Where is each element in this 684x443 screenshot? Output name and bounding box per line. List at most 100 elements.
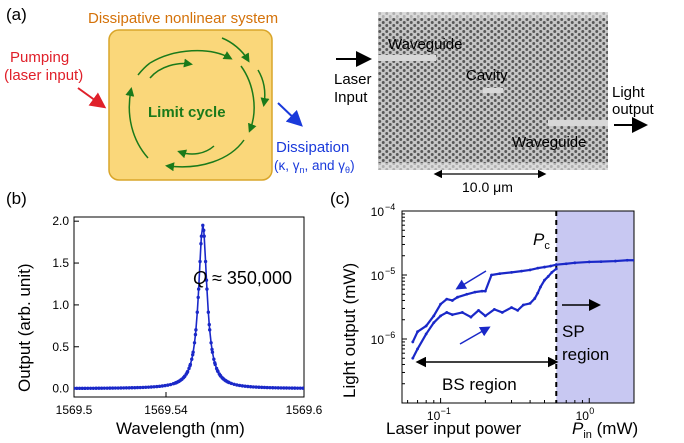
panel-b-label: (b) [6,189,27,208]
spectrum-point [124,386,129,390]
scale-bar-label: 10.0 μm [462,179,513,195]
system-box [108,29,273,181]
spectrum-point [209,341,213,345]
upper-branch-point [411,340,415,344]
plot-b-ytick-label: 2.0 [52,214,69,228]
spectrum-point [113,386,118,390]
spectrum-point [152,385,156,389]
lower-branch-point [439,314,442,318]
plot-b-ytick-label: 0.5 [52,340,69,354]
dissipation-label: Dissipation [276,139,349,156]
upper-branch-point [510,270,513,274]
cavity-label: Cavity [466,67,508,84]
lower-branch-point [477,308,480,312]
plot-c-xlabel: Laser input power Pin (mW) [386,419,638,441]
hysteresis-arrow-down [459,326,491,345]
pumping-sublabel: (laser input) [4,67,83,84]
plot-c-ytick-label: 10 [371,333,385,347]
spectrum-point [262,385,267,390]
spectrum-point [119,386,123,390]
lower-branch-point [528,301,532,305]
spectrum-point [146,385,151,389]
lower-branch-point [543,278,546,282]
spectrum-point [204,278,209,282]
upper-branch-point [480,289,484,293]
lower-branch-point [432,321,436,325]
laser-input-label: Laser [334,71,372,88]
panel-c: (c) 10−610−510−4 10 −1 10 0 Pc BS region SP… [330,189,638,441]
spectrum-point [166,383,170,387]
spectrum-point [254,385,258,389]
spectrum-point [271,386,275,390]
spectrum-point [202,228,206,233]
dissipation-rates: (κ, γn, and γθ) [274,158,355,175]
spectrum-point [108,386,112,390]
lower-branch-point [554,267,558,271]
lower-branch-point [510,306,513,309]
upper-branch-point [543,265,546,269]
spectrum-point [248,385,253,389]
spectrum-point [235,383,239,387]
stable-branch-point [564,262,568,266]
pumping-label: Pumping [10,49,69,66]
waveguide-bottom-channel [548,120,608,126]
panel-a-label: (a) [6,5,27,24]
spectrum-point [298,386,303,390]
plot-c-xtick-label: 10 [576,409,590,423]
plot-c-ytick-exponent: −5 [385,266,395,276]
spectrum-point [196,287,201,291]
limit-cycle-label: Limit cycle [148,104,226,121]
upper-branch-point [445,297,449,301]
upper-branch-point [450,299,454,302]
spectrum-point [105,386,109,390]
spectrum-point [210,347,214,352]
lower-branch-point [411,356,415,360]
stable-branch-line [556,259,634,266]
stable-branch-point [599,260,603,263]
upper-branch-point [536,266,540,270]
sem-image [378,12,608,170]
spectrum-point [193,332,198,337]
sp-region-label: SP [562,322,585,341]
spectrum-point [201,223,205,228]
cavity-defect [483,88,503,93]
spectrum-point [116,386,120,390]
spectrum-point [232,382,236,386]
spectrum-point [287,386,291,390]
spectrum-point [155,384,159,389]
plot-c-xtick-label: 10 [427,409,441,423]
spectrum-point [77,386,82,391]
plot-c-ytick-label: 10 [371,205,385,219]
stable-branch-point [587,260,591,264]
spectrum-point [268,385,272,390]
spectrum-point [198,259,202,264]
spectrum-point [210,350,215,354]
stable-branch-point [625,258,629,262]
spectrum-point [74,386,76,391]
stable-branch-point [573,261,577,265]
spectrum-point [157,384,162,389]
spectrum-point [293,386,297,390]
stable-branch-point [614,259,617,263]
plot-c-frame [401,210,635,404]
spectrum-point [94,386,98,390]
spectrum-point [133,385,137,390]
upper-branch-point [549,264,553,268]
lower-branch-point [424,332,428,336]
upper-branch-point [528,268,532,272]
plot-c-xtick-exponent: −1 [441,406,451,416]
spectrum-point [188,362,193,367]
spectrum-point [206,310,211,314]
upper-branch-point [439,302,442,306]
spectrum-point [265,385,269,390]
plot-b-yticks: 0.0 0.5 1.0 1.5 2.0 [52,214,79,396]
spectrum-point [138,385,142,390]
spectrum-point [279,386,283,390]
lower-branch-point [533,297,537,300]
light-output-sublabel: output [612,101,655,118]
upper-branch-point [498,272,502,276]
spectrum-point [199,241,203,246]
spectrum-point [251,385,256,389]
spectrum-point [149,385,153,389]
plot-c-ytick-label: 10 [371,269,385,283]
